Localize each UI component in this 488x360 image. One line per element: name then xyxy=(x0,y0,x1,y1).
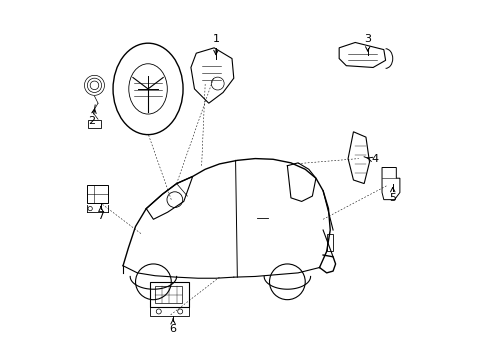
Text: 6: 6 xyxy=(169,324,176,334)
Text: 7: 7 xyxy=(97,211,104,221)
Text: 2: 2 xyxy=(88,116,95,126)
Text: 3: 3 xyxy=(364,34,370,44)
Text: 5: 5 xyxy=(388,193,395,203)
Text: 1: 1 xyxy=(212,34,219,44)
Text: 4: 4 xyxy=(371,154,378,163)
